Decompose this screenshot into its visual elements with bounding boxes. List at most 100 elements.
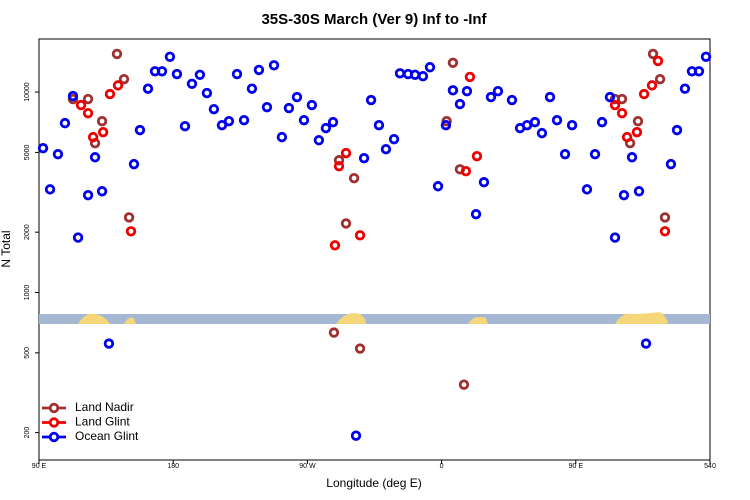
point — [348, 172, 360, 184]
point — [646, 80, 658, 91]
point — [340, 147, 352, 159]
point — [506, 94, 518, 106]
point — [164, 51, 176, 62]
point — [365, 94, 377, 106]
point — [596, 116, 608, 128]
point — [373, 119, 385, 131]
x-tick-label: 90 W — [299, 463, 316, 470]
point — [246, 83, 258, 94]
point — [350, 430, 362, 441]
y-axis-label: N Total — [0, 230, 13, 267]
point — [652, 55, 664, 67]
point — [103, 338, 115, 349]
point — [87, 131, 99, 143]
point — [621, 131, 633, 143]
point — [559, 148, 571, 160]
point — [179, 120, 191, 132]
point — [471, 150, 483, 162]
x-axis-label: Longitude (deg E) — [326, 476, 421, 490]
point — [700, 51, 712, 62]
point — [424, 62, 436, 73]
point — [417, 71, 429, 82]
point — [609, 232, 621, 243]
legend-marker — [48, 431, 60, 443]
point — [128, 158, 140, 170]
point — [671, 124, 683, 136]
point — [461, 86, 473, 97]
point — [276, 131, 288, 143]
point — [306, 99, 318, 111]
point — [693, 66, 705, 77]
point — [409, 69, 421, 80]
x-tick-label: 540 — [704, 463, 716, 470]
point — [75, 99, 87, 111]
point — [464, 71, 476, 83]
point — [626, 152, 638, 163]
point — [44, 184, 56, 195]
point — [633, 186, 645, 197]
point — [604, 91, 616, 103]
point — [82, 93, 94, 105]
point — [231, 68, 243, 80]
point — [59, 117, 71, 129]
point — [82, 107, 94, 119]
point — [544, 91, 556, 103]
point — [283, 102, 295, 114]
point — [581, 184, 593, 195]
legend-label: Land Nadir — [75, 400, 134, 414]
point — [67, 90, 79, 102]
point — [118, 73, 130, 85]
point — [96, 115, 108, 127]
point — [679, 83, 691, 94]
point — [37, 142, 49, 154]
x-tick-label: 90 E — [569, 463, 584, 470]
point — [134, 124, 146, 136]
point — [112, 80, 124, 91]
chart-title: 35S-30S March (Ver 9) Inf to -Inf — [261, 11, 487, 28]
point — [529, 116, 541, 128]
point — [394, 68, 406, 79]
y-tick-label: 5000 — [24, 145, 31, 161]
point — [201, 87, 213, 99]
point — [156, 66, 168, 77]
point — [82, 189, 94, 201]
legend-marker — [48, 417, 60, 428]
legend-marker — [48, 402, 60, 414]
point — [52, 148, 64, 160]
point — [616, 107, 628, 119]
point — [492, 86, 504, 97]
point — [454, 98, 466, 110]
point — [142, 83, 154, 94]
point — [447, 57, 459, 68]
point — [313, 135, 325, 146]
point — [388, 133, 400, 145]
point — [327, 116, 339, 128]
point — [125, 226, 137, 237]
point — [478, 177, 490, 188]
point — [354, 343, 366, 354]
point — [447, 85, 459, 96]
point — [640, 338, 652, 349]
point — [340, 218, 352, 229]
point — [638, 88, 650, 100]
point — [485, 91, 497, 103]
point — [268, 60, 280, 71]
plot-frame — [38, 38, 711, 461]
point — [291, 91, 303, 103]
y-tick-label: 2000 — [24, 224, 31, 240]
point — [566, 119, 578, 131]
point — [618, 189, 630, 201]
point — [329, 240, 341, 251]
point — [536, 127, 548, 139]
point — [123, 212, 135, 223]
legend-label: Ocean Glint — [75, 429, 139, 443]
point — [96, 186, 108, 197]
point — [470, 208, 482, 220]
point — [238, 114, 250, 126]
y-tick-label: 200 — [24, 427, 31, 439]
point — [616, 93, 628, 105]
y-tick-label: 1000 — [24, 285, 31, 301]
point — [458, 379, 470, 390]
point — [97, 126, 109, 138]
